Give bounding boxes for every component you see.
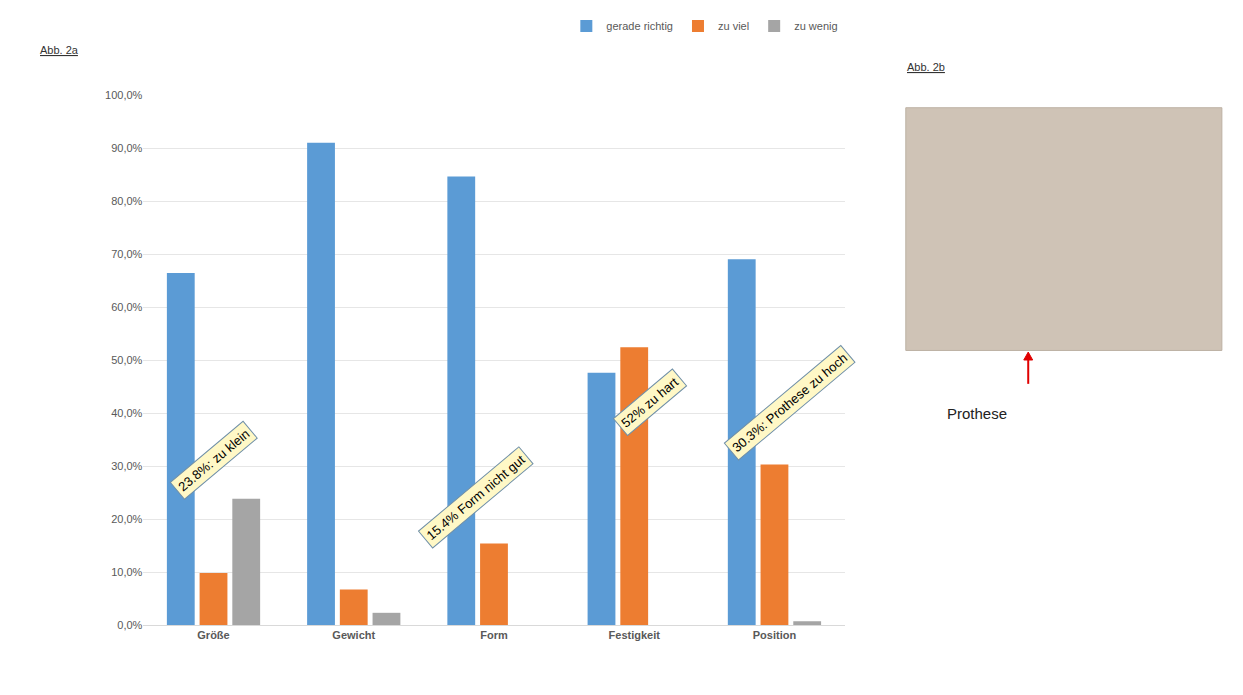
svg-text:60,0%: 60,0%	[111, 301, 142, 313]
svg-text:100,0%: 100,0%	[105, 89, 143, 101]
svg-text:Form: Form	[480, 629, 508, 641]
svg-text:52% zu hart: 52% zu hart	[618, 374, 681, 430]
svg-text:80,0%: 80,0%	[111, 195, 142, 207]
svg-text:zu viel: zu viel	[718, 20, 749, 32]
svg-text:Festigkeit: Festigkeit	[609, 629, 661, 641]
svg-text:Position: Position	[753, 629, 797, 641]
svg-text:30,0%: 30,0%	[111, 460, 142, 472]
svg-text:Prothese: Prothese	[947, 405, 1007, 422]
svg-text:70,0%: 70,0%	[111, 248, 142, 260]
svg-text:23.8%: zu klein: 23.8%: zu klein	[175, 426, 252, 494]
svg-text:0,0%: 0,0%	[117, 619, 142, 631]
svg-text:Gewicht: Gewicht	[332, 629, 375, 641]
svg-text:20,0%: 20,0%	[111, 513, 142, 525]
svg-text:Abb. 2a: Abb. 2a	[40, 44, 79, 56]
svg-text:90,0%: 90,0%	[111, 142, 142, 154]
svg-text:Abb. 2b: Abb. 2b	[907, 61, 945, 73]
svg-text:40,0%: 40,0%	[111, 407, 142, 419]
svg-text:30.3%: Prothese zu hoch: 30.3%: Prothese zu hoch	[729, 350, 850, 455]
svg-text:50,0%: 50,0%	[111, 354, 142, 366]
svg-text:10,0%: 10,0%	[111, 566, 142, 578]
svg-text:Größe: Größe	[197, 629, 229, 641]
svg-text:gerade richtig: gerade richtig	[606, 20, 673, 32]
svg-text:zu wenig: zu wenig	[794, 20, 837, 32]
svg-text:15.4% Form nicht gut: 15.4% Form nicht gut	[423, 452, 528, 543]
